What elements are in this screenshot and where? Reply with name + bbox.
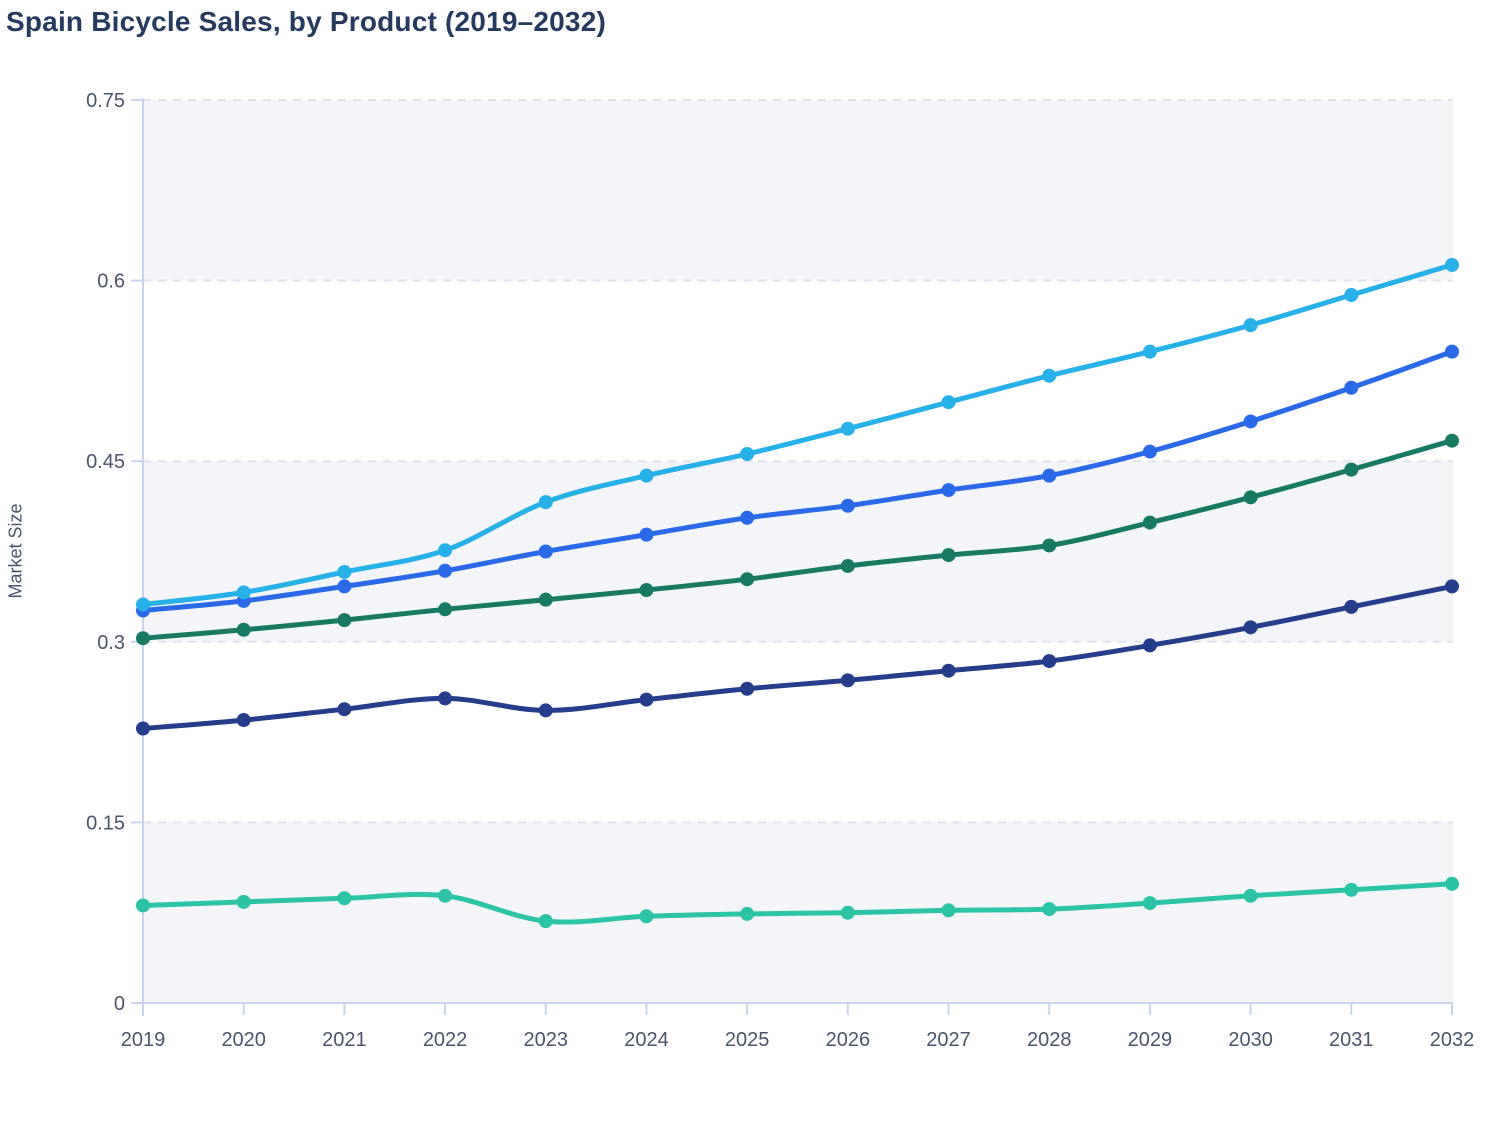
data-point-dark-green-2028 (1042, 538, 1057, 553)
data-point-teal-2028 (1042, 902, 1057, 917)
data-point-navy-2026 (840, 673, 855, 688)
data-point-dark-green-2024 (639, 583, 654, 598)
x-tick-label-2026: 2026 (826, 1029, 871, 1051)
data-point-royal-blue-2032 (1445, 344, 1459, 359)
data-point-teal-2026 (840, 905, 855, 920)
y-tick-label-0.15: 0.15 (86, 812, 125, 834)
data-point-teal-2023 (538, 914, 553, 929)
data-point-royal-blue-2021 (337, 579, 352, 594)
data-point-teal-2029 (1142, 896, 1157, 911)
x-tick-label-2021: 2021 (322, 1029, 367, 1051)
y-tick-label-0.3: 0.3 (97, 632, 125, 654)
x-tick-label-2024: 2024 (624, 1029, 669, 1051)
data-point-dark-green-2020 (236, 622, 251, 637)
x-tick-label-2022: 2022 (423, 1029, 468, 1051)
data-point-teal-2022 (438, 888, 453, 903)
series-line-navy (140, 583, 1455, 731)
y-tick-label-0.6: 0.6 (97, 271, 125, 293)
data-point-royal-blue-2026 (840, 498, 855, 513)
x-tick-label-2031: 2031 (1329, 1029, 1374, 1051)
data-point-dark-green-2022 (438, 602, 453, 617)
x-tick-label-2032: 2032 (1430, 1029, 1475, 1051)
series-line-dark-green (140, 438, 1455, 641)
data-point-navy-2029 (1142, 638, 1157, 653)
data-point-teal-2020 (236, 894, 251, 909)
data-point-sky-blue-2025 (740, 446, 755, 461)
data-point-navy-2019 (136, 721, 150, 736)
y-tick-label-0.45: 0.45 (86, 451, 125, 473)
data-point-dark-green-2023 (538, 592, 553, 607)
y-tick-label-0: 0 (114, 993, 125, 1015)
x-tick-label-2020: 2020 (221, 1029, 266, 1051)
y-tick-label-0.75: 0.75 (86, 90, 125, 112)
data-point-teal-2030 (1243, 888, 1258, 903)
x-tick-label-2023: 2023 (524, 1029, 569, 1051)
data-point-dark-green-2025 (740, 572, 755, 587)
data-point-dark-green-2019 (136, 631, 150, 646)
data-point-navy-2024 (639, 692, 654, 707)
data-point-teal-2021 (337, 891, 352, 906)
data-point-royal-blue-2027 (941, 483, 956, 498)
y-axis-title: Market Size (5, 503, 26, 599)
data-point-sky-blue-2023 (538, 495, 553, 510)
x-tick-label-2029: 2029 (1128, 1029, 1173, 1051)
x-tick-label-2030: 2030 (1228, 1029, 1273, 1051)
data-point-sky-blue-2026 (840, 421, 855, 436)
x-tick-label-2028: 2028 (1027, 1029, 1072, 1051)
data-point-teal-2031 (1344, 882, 1359, 897)
data-point-navy-2031 (1344, 599, 1359, 614)
data-point-dark-green-2031 (1344, 462, 1359, 477)
data-point-sky-blue-2028 (1042, 368, 1057, 383)
data-point-dark-green-2030 (1243, 490, 1258, 505)
data-point-royal-blue-2028 (1042, 468, 1057, 483)
data-point-navy-2032 (1445, 579, 1459, 594)
series-line-teal (140, 881, 1455, 925)
data-point-sky-blue-2024 (639, 468, 654, 483)
data-point-teal-2027 (941, 903, 956, 918)
data-point-navy-2025 (740, 681, 755, 696)
data-point-dark-green-2027 (941, 548, 956, 563)
data-point-navy-2030 (1243, 620, 1258, 635)
data-point-royal-blue-2025 (740, 510, 755, 525)
chart-title: Spain Bicycle Sales, by Product (2019–20… (6, 6, 607, 37)
data-point-dark-green-2032 (1445, 433, 1459, 448)
series-line-sky-blue (140, 262, 1455, 607)
data-point-navy-2028 (1042, 654, 1057, 669)
data-point-teal-2024 (639, 909, 654, 924)
data-point-royal-blue-2024 (639, 527, 654, 542)
plot-background-band (143, 100, 1453, 281)
series-line-royal-blue (140, 349, 1455, 613)
data-point-royal-blue-2030 (1243, 414, 1258, 429)
data-point-navy-2022 (438, 691, 453, 706)
data-point-sky-blue-2020 (236, 585, 251, 600)
x-tick-label-2019: 2019 (121, 1029, 166, 1051)
data-point-navy-2023 (538, 703, 553, 718)
data-point-dark-green-2026 (840, 558, 855, 573)
data-point-sky-blue-2030 (1243, 318, 1258, 333)
data-point-sky-blue-2032 (1445, 257, 1459, 272)
plot-background-band (143, 461, 1453, 642)
x-tick-label-2027: 2027 (926, 1029, 971, 1051)
data-point-navy-2021 (337, 702, 352, 717)
x-tick-label-2025: 2025 (725, 1029, 770, 1051)
data-point-royal-blue-2023 (538, 544, 553, 559)
data-point-sky-blue-2021 (337, 564, 352, 579)
data-point-dark-green-2029 (1142, 515, 1157, 530)
data-point-sky-blue-2022 (438, 543, 453, 558)
data-point-dark-green-2021 (337, 613, 352, 628)
data-point-navy-2020 (236, 713, 251, 728)
data-point-teal-2025 (740, 906, 755, 921)
data-point-sky-blue-2031 (1344, 288, 1359, 303)
data-point-sky-blue-2019 (136, 597, 150, 612)
data-point-teal-2032 (1445, 876, 1459, 891)
data-point-royal-blue-2031 (1344, 380, 1359, 395)
data-point-sky-blue-2027 (941, 395, 956, 410)
data-point-navy-2027 (941, 663, 956, 678)
data-point-royal-blue-2029 (1142, 444, 1157, 459)
data-point-royal-blue-2022 (438, 563, 453, 578)
data-point-teal-2019 (136, 898, 150, 913)
data-point-sky-blue-2029 (1142, 344, 1157, 359)
